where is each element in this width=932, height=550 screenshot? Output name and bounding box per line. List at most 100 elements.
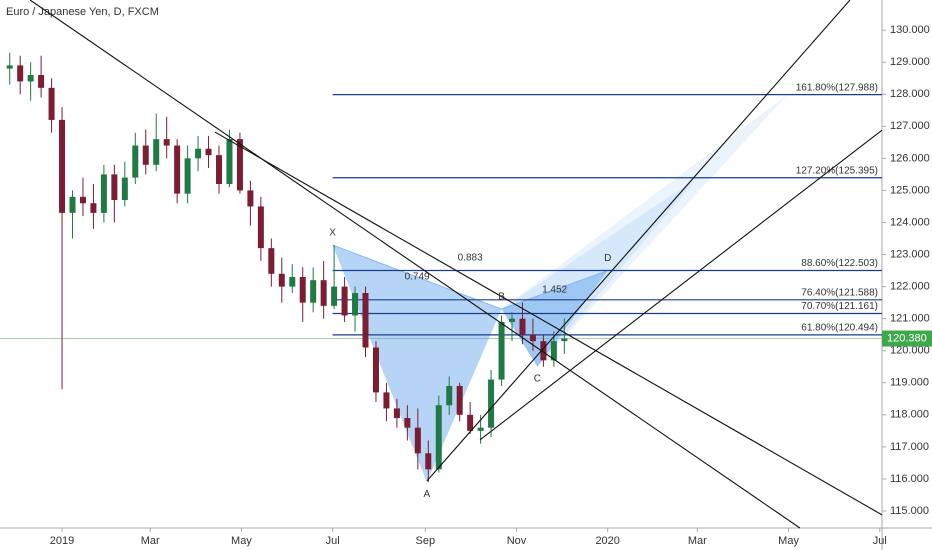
last-price-label: 120.380 bbox=[887, 332, 927, 344]
candle-body bbox=[519, 318, 526, 335]
candle-body bbox=[257, 206, 264, 249]
candle-body bbox=[446, 385, 453, 406]
candle-body bbox=[38, 75, 45, 88]
candle-body bbox=[111, 174, 118, 201]
candle-body bbox=[236, 139, 243, 191]
candle-body bbox=[247, 190, 254, 207]
x-tick-label: Jul bbox=[873, 535, 887, 547]
last-price-tag bbox=[882, 330, 932, 347]
candle-body bbox=[540, 341, 547, 361]
fib-label: 88.60%(122.503) bbox=[801, 258, 878, 269]
candle-body bbox=[456, 385, 463, 415]
candle-body bbox=[362, 293, 369, 348]
candle-body bbox=[174, 145, 181, 194]
y-tick-label: 115.000 bbox=[890, 505, 929, 517]
candle-body bbox=[372, 347, 379, 393]
candle-body bbox=[100, 174, 107, 213]
y-tick-label: 121.000 bbox=[890, 313, 930, 325]
candle-body bbox=[414, 427, 421, 454]
y-tick-label: 125.000 bbox=[890, 184, 930, 196]
pattern-outline bbox=[332, 244, 608, 310]
projection-zone bbox=[501, 177, 698, 367]
candle-body bbox=[488, 379, 495, 428]
x-tick-label: Mar bbox=[688, 535, 707, 547]
x-tick-label: Sep bbox=[416, 535, 436, 547]
pattern-label: A bbox=[423, 489, 430, 500]
y-tick-label: 126.000 bbox=[890, 152, 930, 164]
pattern-label: D bbox=[604, 253, 611, 264]
candle-body bbox=[404, 418, 411, 428]
candle-body bbox=[121, 177, 128, 201]
candle-body bbox=[425, 453, 432, 470]
trendline bbox=[214, 131, 883, 516]
y-tick-label: 119.000 bbox=[890, 377, 929, 389]
candle-body bbox=[310, 280, 317, 303]
candle-body bbox=[435, 405, 442, 470]
pattern-bcd bbox=[501, 270, 608, 367]
x-tick-label: Jul bbox=[326, 535, 340, 547]
trendline bbox=[479, 129, 883, 441]
fib-label: 76.40%(121.588) bbox=[801, 287, 878, 298]
candle-body bbox=[299, 276, 306, 303]
x-tick-label: May bbox=[231, 535, 252, 547]
y-tick-label: 116.000 bbox=[890, 473, 929, 485]
candle-body bbox=[27, 75, 34, 82]
ratio-label: 0.749 bbox=[405, 272, 430, 283]
candle-body bbox=[90, 203, 97, 213]
y-tick-label: 117.000 bbox=[890, 441, 929, 453]
candle-body bbox=[184, 158, 191, 194]
candle-body bbox=[278, 273, 285, 287]
y-tick-label: 120.000 bbox=[890, 345, 930, 357]
pattern-label: C bbox=[534, 373, 541, 384]
candle-body bbox=[69, 196, 76, 213]
candle-body bbox=[289, 276, 296, 287]
candle-body bbox=[195, 148, 202, 159]
chart-title: Euro / Japanese Yen, D, FXCM bbox=[6, 6, 159, 18]
candle-body bbox=[216, 155, 223, 185]
candle-body bbox=[320, 280, 327, 306]
pattern-label: X bbox=[329, 228, 336, 239]
candle-body bbox=[477, 427, 484, 431]
candle-body bbox=[59, 119, 66, 213]
fib-label: 70.70%(121.161) bbox=[801, 301, 878, 312]
candle-body bbox=[352, 293, 359, 316]
trendline bbox=[426, 0, 851, 482]
y-tick-label: 128.000 bbox=[890, 88, 930, 100]
candle-body bbox=[79, 196, 86, 204]
fib-label: 161.80%(127.988) bbox=[796, 82, 878, 93]
candle-body bbox=[6, 65, 13, 69]
candle-body bbox=[383, 392, 390, 409]
candle-body bbox=[153, 139, 160, 165]
candle-body bbox=[561, 338, 568, 342]
candle-body bbox=[268, 248, 275, 274]
pattern-label: B bbox=[498, 292, 505, 303]
candle-body bbox=[142, 145, 149, 165]
y-tick-label: 130.000 bbox=[890, 24, 930, 36]
trendline bbox=[29, 0, 801, 529]
candle-body bbox=[550, 341, 557, 361]
candle-body bbox=[205, 148, 212, 156]
candle-body bbox=[48, 87, 55, 120]
candle-body bbox=[341, 286, 348, 316]
projection-zone bbox=[501, 94, 788, 367]
candle-body bbox=[226, 139, 233, 185]
candle-body bbox=[132, 145, 139, 178]
x-tick-label: May bbox=[778, 535, 799, 547]
fib-label: 61.80%(120.494) bbox=[801, 323, 878, 334]
y-tick-label: 127.000 bbox=[890, 120, 930, 132]
candle-body bbox=[498, 321, 505, 380]
candle-body bbox=[509, 318, 516, 322]
candle-body bbox=[467, 414, 474, 431]
ratio-label: 1.452 bbox=[542, 284, 567, 295]
x-tick-label: Mar bbox=[141, 535, 160, 547]
candle-body bbox=[393, 408, 400, 419]
candle-body bbox=[529, 334, 536, 342]
candle-body bbox=[17, 65, 24, 82]
y-tick-label: 122.000 bbox=[890, 281, 930, 293]
x-tick-label: 2020 bbox=[595, 535, 619, 547]
x-tick-label: Nov bbox=[507, 535, 527, 547]
y-tick-label: 129.000 bbox=[890, 56, 930, 68]
fib-label: 127.20%(125.395) bbox=[796, 165, 878, 176]
